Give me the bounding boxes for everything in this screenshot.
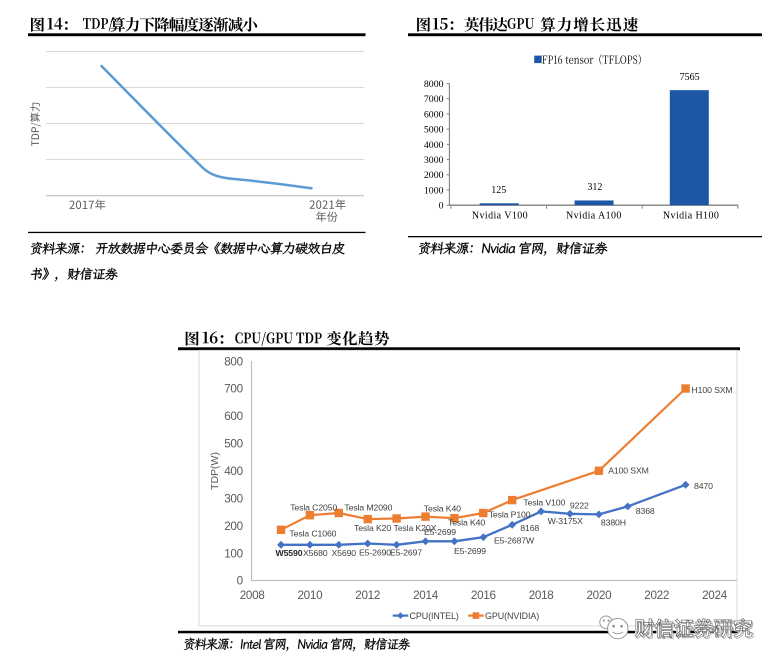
svg-text:Tesla K20: Tesla K20 bbox=[354, 523, 391, 533]
svg-text:0: 0 bbox=[439, 201, 444, 212]
svg-text:2024: 2024 bbox=[702, 589, 728, 602]
svg-text:Tesla P100: Tesla P100 bbox=[489, 510, 531, 520]
svg-text:7000: 7000 bbox=[424, 94, 444, 105]
svg-text:2000: 2000 bbox=[424, 170, 444, 181]
svg-text:CPU(INTEL): CPU(INTEL) bbox=[410, 611, 459, 621]
svg-text:2022: 2022 bbox=[644, 589, 669, 602]
svg-text:2016: 2016 bbox=[471, 589, 496, 602]
svg-text:2018: 2018 bbox=[529, 589, 554, 602]
svg-text:200: 200 bbox=[224, 520, 243, 533]
svg-text:100: 100 bbox=[224, 547, 243, 560]
svg-text:4000: 4000 bbox=[424, 140, 444, 151]
svg-text:Tesla M2090: Tesla M2090 bbox=[344, 503, 392, 513]
svg-text:8368: 8368 bbox=[636, 506, 655, 516]
svg-text:Tesla C2050: Tesla C2050 bbox=[290, 503, 337, 513]
svg-text:Tesla K40: Tesla K40 bbox=[448, 518, 485, 528]
svg-text:2010: 2010 bbox=[297, 589, 323, 602]
svg-text:8380H: 8380H bbox=[601, 518, 626, 528]
svg-text:312: 312 bbox=[587, 182, 602, 193]
svg-text:800: 800 bbox=[224, 355, 243, 368]
svg-text:5000: 5000 bbox=[424, 125, 444, 136]
svg-text:7565: 7565 bbox=[680, 72, 700, 83]
svg-text:E5-2699: E5-2699 bbox=[424, 527, 456, 537]
svg-text:2012: 2012 bbox=[355, 589, 380, 602]
svg-text:8168: 8168 bbox=[520, 523, 539, 533]
svg-text:W-3175X: W-3175X bbox=[548, 516, 584, 526]
svg-text:0: 0 bbox=[237, 575, 244, 588]
svg-text:E5-2699: E5-2699 bbox=[454, 546, 486, 556]
svg-text:E5-2690: E5-2690 bbox=[359, 548, 391, 558]
svg-text:8000: 8000 bbox=[424, 79, 444, 90]
svg-text:Nvidia A100: Nvidia A100 bbox=[566, 210, 622, 221]
svg-text:400: 400 bbox=[224, 465, 243, 478]
svg-text:2020: 2020 bbox=[586, 589, 612, 602]
svg-text:125: 125 bbox=[491, 185, 506, 196]
svg-text:Nvidia V100: Nvidia V100 bbox=[472, 210, 528, 221]
svg-text:1000: 1000 bbox=[424, 185, 444, 196]
svg-text:Tesla K40: Tesla K40 bbox=[424, 504, 461, 514]
svg-text:2014: 2014 bbox=[413, 589, 439, 602]
svg-text:Tesla C1060: Tesla C1060 bbox=[289, 529, 336, 539]
svg-text:600: 600 bbox=[224, 410, 243, 423]
svg-text:X5690: X5690 bbox=[332, 548, 357, 558]
svg-text:X5680: X5680 bbox=[303, 548, 328, 558]
svg-text:9222: 9222 bbox=[570, 501, 589, 511]
svg-text:Tesla V100: Tesla V100 bbox=[523, 498, 565, 508]
svg-text:8470: 8470 bbox=[694, 481, 713, 491]
svg-text:Tesla K20X: Tesla K20X bbox=[394, 523, 437, 533]
svg-text:6000: 6000 bbox=[424, 109, 444, 120]
svg-text:500: 500 bbox=[224, 438, 243, 451]
svg-text:TDP(W): TDP(W) bbox=[209, 452, 221, 490]
svg-text:E5-2697: E5-2697 bbox=[390, 548, 422, 558]
svg-text:3000: 3000 bbox=[424, 155, 444, 166]
svg-text:W5590: W5590 bbox=[276, 548, 303, 558]
svg-text:GPU(NVIDIA): GPU(NVIDIA) bbox=[485, 611, 539, 621]
svg-text:H100 SXM: H100 SXM bbox=[692, 385, 733, 395]
svg-text:E5-2687W: E5-2687W bbox=[494, 536, 535, 546]
svg-text:300: 300 bbox=[224, 492, 243, 505]
svg-text:Nvidia H100: Nvidia H100 bbox=[663, 210, 719, 221]
svg-text:700: 700 bbox=[224, 383, 243, 396]
svg-text:2008: 2008 bbox=[240, 589, 265, 602]
svg-text:A100 SXM: A100 SXM bbox=[608, 466, 649, 476]
